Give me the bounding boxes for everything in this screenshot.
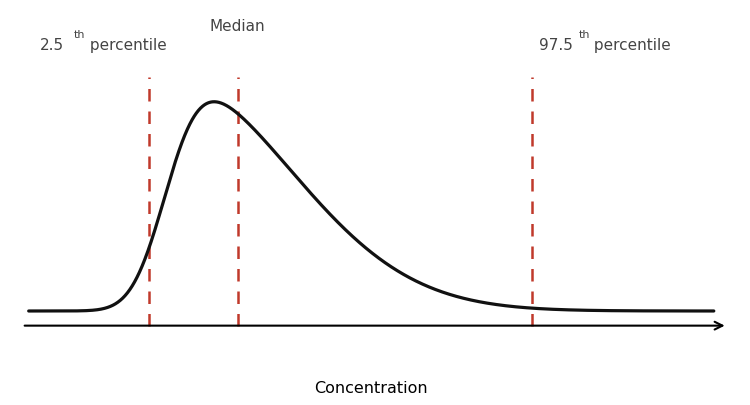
- Text: percentile: percentile: [589, 38, 670, 53]
- Text: Median: Median: [210, 19, 266, 34]
- Text: Concentration: Concentration: [314, 379, 428, 394]
- Text: th: th: [578, 30, 590, 40]
- Text: th: th: [74, 30, 85, 40]
- Text: 2.5: 2.5: [40, 38, 64, 53]
- Text: 97.5: 97.5: [539, 38, 573, 53]
- Text: percentile: percentile: [85, 38, 166, 53]
